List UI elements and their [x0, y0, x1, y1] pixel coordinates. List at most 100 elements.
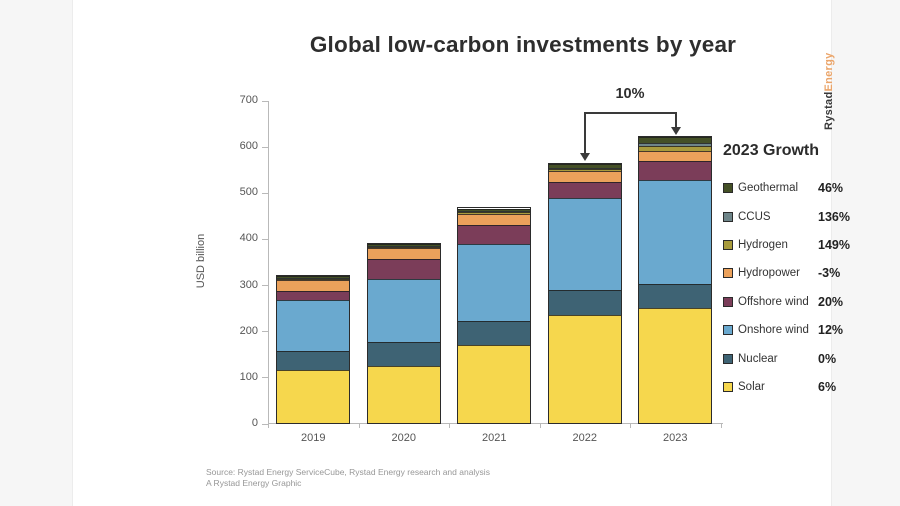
- legend-rows: Geothermal 46% CCUS 136% Hydrogen 149% Hydropo…: [723, 174, 888, 401]
- segment-ccus: [277, 277, 349, 279]
- y-tick-mark: [262, 285, 268, 287]
- segment-solar: [367, 366, 440, 423]
- x-tick-mark: [358, 424, 360, 428]
- segment-hydrogen: [639, 146, 711, 151]
- x-tick-label: 2019: [301, 432, 326, 444]
- legend-swatch-hydrogen: [723, 239, 733, 250]
- legend-item-offshore-wind: Offshore wind 20%: [723, 288, 888, 316]
- segment-hydropower: [367, 247, 440, 259]
- segment-offshore-wind: [277, 290, 349, 300]
- legend-swatch-hydropower: [723, 268, 733, 279]
- segment-solar: [458, 344, 530, 423]
- brand-primary: Rystad: [823, 91, 835, 130]
- y-tick-label: 200: [239, 324, 258, 337]
- x-tick-mark: [268, 424, 269, 428]
- legend-label: Nuclear: [738, 352, 778, 365]
- y-axis-label: USD billion: [195, 233, 207, 289]
- segment-hydrogen: [458, 212, 530, 215]
- segment-ccus: [639, 142, 711, 147]
- legend-swatch-offshore-wind: [723, 296, 733, 307]
- legend-item-nuclear: Nuclear 0%: [723, 344, 888, 372]
- x-tick-mark: [630, 424, 631, 428]
- source-note: Source: Rystad Energy ServiceCube, Rysta…: [206, 467, 490, 488]
- y-tick-mark: [262, 331, 268, 333]
- segment-offshore-wind: [458, 225, 530, 245]
- plot-area: 0 100 200 300 400 500 600 700 2019 2020 2021 2022 20…: [240, 94, 723, 444]
- annotation-bracket-horizontal: [583, 112, 677, 114]
- y-tick-label: 700: [239, 94, 258, 106]
- segment-solar: [277, 369, 349, 423]
- segment-geothermal: [548, 164, 621, 168]
- legend-label: Offshore wind: [738, 295, 809, 308]
- y-tick-label: 400: [239, 232, 258, 245]
- chart-card: Global low-carbon investments by year Ry…: [72, 0, 850, 506]
- segment-hydrogen: [367, 246, 440, 248]
- y-tick-mark: [262, 423, 268, 425]
- legend-item-ccus: CCUS 136%: [723, 202, 888, 230]
- segment-hydropower: [548, 171, 621, 182]
- legend-growth-value: 12%: [818, 323, 844, 338]
- segment-solar: [639, 308, 711, 423]
- y-tick-label: 100: [239, 370, 258, 383]
- legend-growth-value: 20%: [818, 294, 844, 309]
- legend-item-geothermal: Geothermal 46%: [723, 174, 888, 202]
- legend-item-solar: Solar 6%: [723, 373, 888, 401]
- segment-hydropower: [277, 279, 349, 291]
- x-tick-label: 2022: [572, 432, 597, 444]
- x-tick-mark: [539, 424, 541, 428]
- segment-onshore-wind: [548, 197, 621, 291]
- segment-nuclear: [277, 350, 349, 370]
- y-tick-mark: [262, 377, 268, 379]
- legend-label: Hydrogen: [738, 238, 788, 251]
- segment-onshore-wind: [458, 244, 530, 321]
- annotation-bracket-right-vertical: [674, 112, 677, 128]
- legend-growth-value: 0%: [818, 351, 837, 366]
- segment-geothermal: [639, 137, 711, 143]
- y-tick-label: 600: [239, 140, 258, 153]
- segment-geothermal: [458, 208, 530, 211]
- brand-secondary: Energy: [823, 52, 835, 92]
- segment-nuclear: [548, 290, 621, 315]
- bar-2023: [638, 136, 712, 424]
- legend-heading: 2023 Growth: [723, 142, 820, 159]
- segment-hydropower: [458, 214, 530, 226]
- bar-2021: [457, 207, 531, 424]
- rystad-energy-logo: RystadEnergy: [823, 50, 835, 130]
- y-tick-mark: [262, 192, 268, 194]
- y-tick-label: 300: [239, 278, 258, 291]
- segment-hydrogen: [548, 169, 621, 172]
- bar-2022: [547, 163, 622, 424]
- bar-2019: [276, 274, 350, 424]
- segment-solar: [548, 314, 621, 423]
- legend-swatch-onshore-wind: [723, 325, 733, 336]
- x-tick-label: 2021: [482, 432, 507, 444]
- segment-onshore-wind: [639, 180, 711, 284]
- legend-label: Geothermal: [738, 182, 799, 195]
- y-tick-mark: [262, 100, 268, 102]
- legend-label: Onshore wind: [738, 324, 809, 337]
- segment-nuclear: [639, 283, 711, 309]
- segment-offshore-wind: [367, 258, 440, 279]
- segment-onshore-wind: [277, 299, 349, 351]
- chart-title: Global low-carbon investments by year: [309, 32, 737, 57]
- segment-ccus: [548, 167, 621, 170]
- legend-label: Solar: [738, 380, 765, 393]
- legend-swatch-solar: [723, 381, 733, 392]
- segment-onshore-wind: [367, 278, 440, 343]
- y-tick-label: 500: [239, 186, 258, 199]
- legend-growth-value: -3%: [818, 266, 841, 281]
- segment-hydrogen: [277, 278, 349, 280]
- down-arrow-icon: [579, 153, 590, 161]
- legend-item-hydrogen: Hydrogen 149%: [723, 231, 888, 259]
- segment-nuclear: [458, 320, 530, 345]
- legend-label: Hydropower: [738, 267, 800, 280]
- legend-label: CCUS: [738, 210, 771, 223]
- legend-item-onshore-wind: Onshore wind 12%: [723, 316, 888, 344]
- x-tick-label: 2023: [663, 432, 688, 444]
- x-tick-mark: [720, 424, 722, 428]
- segment-offshore-wind: [548, 181, 621, 198]
- y-tick-mark: [262, 238, 268, 240]
- legend: 2023 Growth Geothermal 46% CCUS 136% Hydroge…: [723, 142, 888, 401]
- legend-growth-value: 46%: [818, 181, 844, 196]
